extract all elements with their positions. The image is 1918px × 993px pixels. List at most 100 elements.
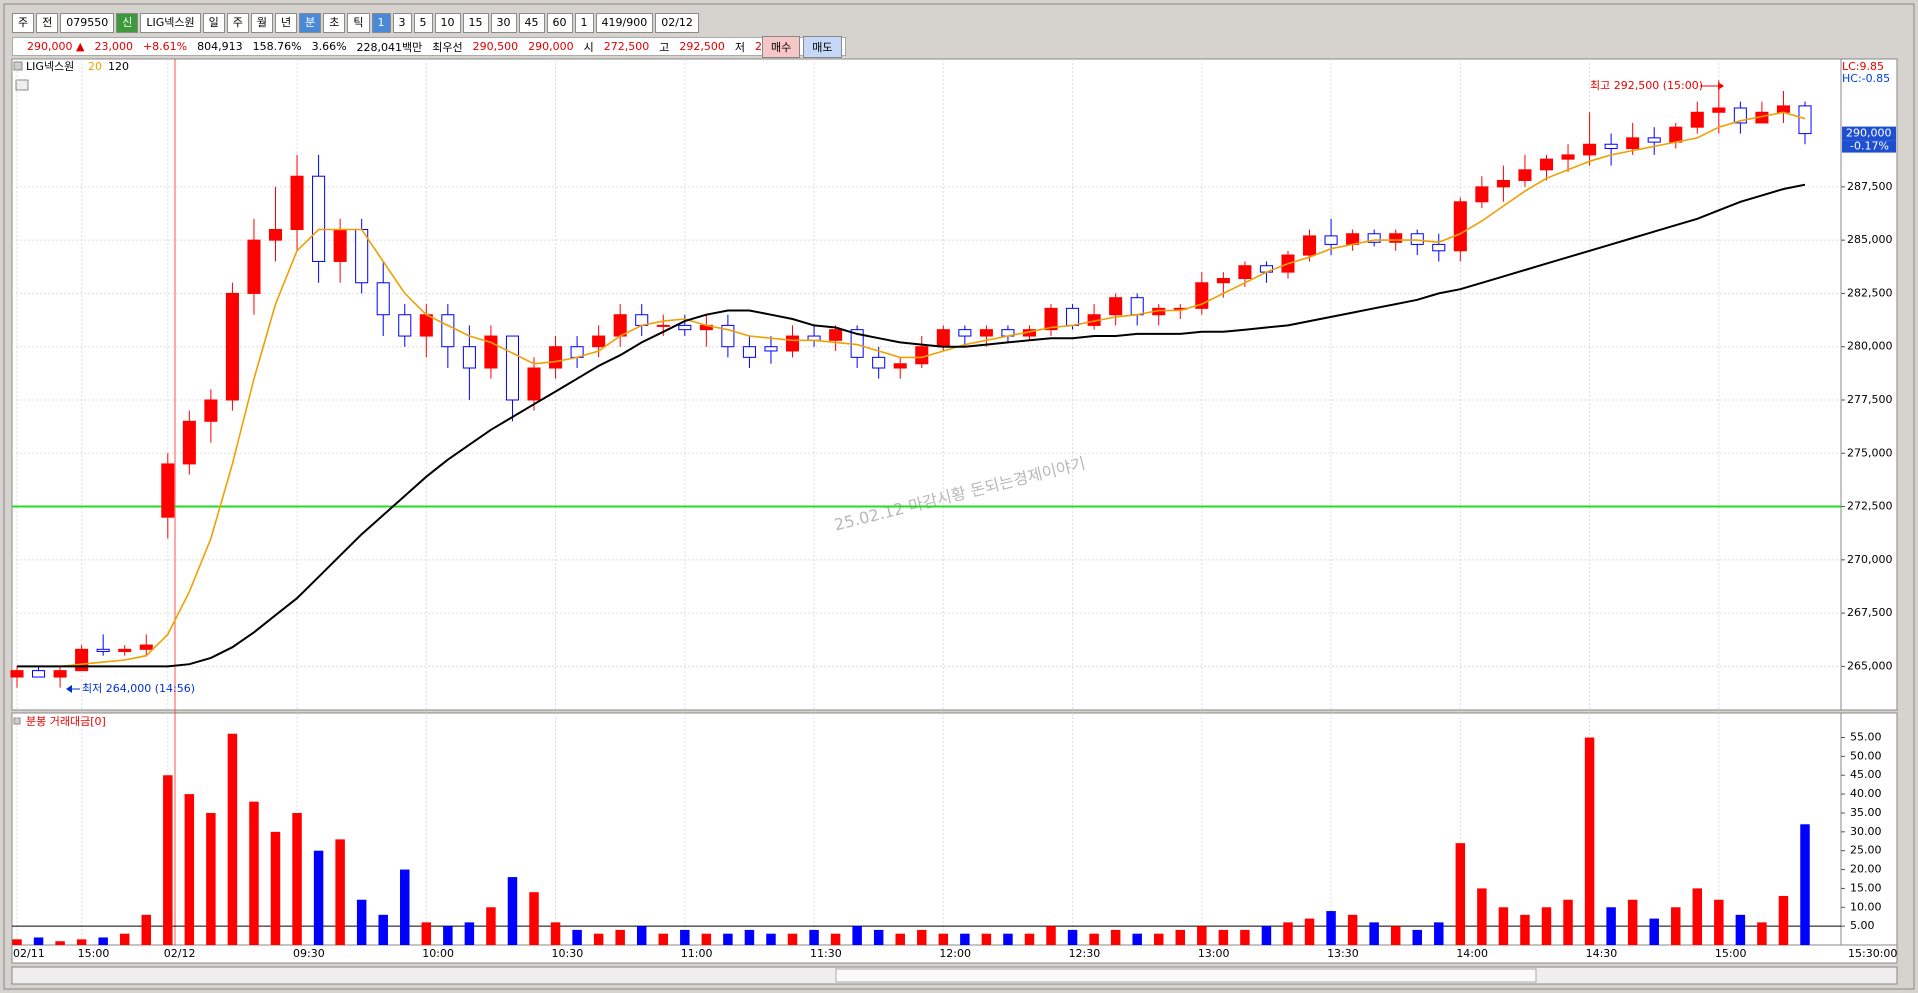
- quote-field: 228,041백만: [356, 40, 423, 54]
- x-tick-label: 11:30: [810, 947, 842, 960]
- candle-body: [958, 329, 972, 337]
- candle-body: [247, 239, 261, 294]
- y-tick-label: 267,500: [1847, 606, 1893, 619]
- quote-field: 290,000 ▲: [27, 40, 85, 53]
- volume-bar: [76, 939, 87, 945]
- axis-note: LC:9.85: [1842, 60, 1884, 73]
- toolbar-item[interactable]: 5: [413, 13, 433, 33]
- toolbar-item[interactable]: 419/900: [595, 13, 654, 33]
- candle-body: [979, 329, 993, 337]
- y-tick-label: 265,000: [1847, 659, 1893, 672]
- y-tick-label: 20.00: [1850, 863, 1882, 876]
- candle-body: [1583, 143, 1597, 156]
- volume-bar: [55, 941, 65, 945]
- candle-body: [355, 228, 369, 284]
- toolbar-item[interactable]: 월: [250, 13, 274, 33]
- volume-bar: [464, 922, 475, 945]
- candle-body: [592, 335, 606, 348]
- candle-body: [1475, 186, 1489, 203]
- toolbar-item[interactable]: 02/12: [655, 13, 699, 33]
- quote-field: 저: [734, 40, 746, 54]
- volume-bar: [1067, 929, 1078, 945]
- candle-body: [1669, 126, 1683, 143]
- candle-body: [1389, 233, 1403, 243]
- candle-body: [333, 228, 347, 262]
- candle-body: [742, 346, 756, 358]
- x-tick-label: 02/11: [13, 947, 45, 960]
- toolbar-item[interactable]: 45: [518, 13, 545, 33]
- volume-bar: [787, 933, 798, 945]
- toolbar-item[interactable]: 15: [462, 13, 489, 33]
- volume-bar: [1304, 918, 1315, 945]
- candle-body: [441, 314, 455, 348]
- volume-bar: [830, 933, 841, 945]
- volume-bar: [1003, 933, 1013, 945]
- volume-bar: [507, 877, 518, 945]
- toolbar-item[interactable]: 3: [392, 13, 412, 33]
- order-button[interactable]: 매도: [803, 36, 842, 58]
- toolbar-item[interactable]: 60: [546, 13, 573, 33]
- volume-bar: [744, 929, 755, 945]
- volume-bar: [292, 812, 302, 945]
- axis-note: HC:-0.85: [1842, 72, 1890, 85]
- volume-bar: [1477, 888, 1487, 945]
- toolbar-item[interactable]: 신: [116, 13, 139, 33]
- volume-bar: [529, 892, 539, 945]
- toolbar-item[interactable]: LIG넥스원: [140, 13, 201, 33]
- toolbar-item[interactable]: 주: [226, 13, 249, 33]
- volume-bar: [1520, 914, 1530, 945]
- toolbar-item[interactable]: 주: [12, 13, 35, 33]
- volume-bar: [1541, 907, 1552, 945]
- candle-body: [1518, 169, 1532, 181]
- volume-bar: [227, 733, 238, 945]
- volume-bar: [356, 899, 367, 945]
- candle-body: [613, 314, 627, 337]
- y-tick-label: 270,000: [1847, 553, 1893, 566]
- legend-title: LIG넥스원: [26, 60, 74, 73]
- toolbar-item[interactable]: 30: [490, 13, 517, 33]
- toolbar-item[interactable]: 079550: [60, 13, 115, 33]
- last-price-box: [1842, 126, 1896, 141]
- toolbar-item[interactable]: 년: [275, 13, 298, 33]
- volume-bar: [270, 831, 281, 945]
- volume-bar: [98, 937, 108, 945]
- candle-body: [936, 329, 950, 348]
- y-tick-label: 285,000: [1847, 233, 1893, 246]
- toolbar-item[interactable]: 초: [323, 13, 346, 33]
- candle-body: [10, 670, 24, 678]
- order-button[interactable]: 매수: [762, 36, 801, 58]
- last-change-label: -0.17%: [1850, 140, 1889, 153]
- volume-bar: [335, 839, 345, 945]
- scroll-thumb[interactable]: [835, 968, 1537, 983]
- volume-bar: [1175, 929, 1186, 945]
- toolbar-item[interactable]: 1: [574, 13, 594, 33]
- toolbar-item[interactable]: 분: [299, 13, 322, 33]
- quote-field: 시: [583, 40, 594, 54]
- toolbar-item[interactable]: 1: [371, 13, 391, 33]
- candle-body: [312, 175, 326, 262]
- volume-bar: [636, 926, 647, 945]
- annotation-arrow: [1718, 82, 1724, 90]
- candle-body: [225, 292, 239, 401]
- volume-bar: [1390, 926, 1401, 945]
- volume-bar: [1606, 907, 1616, 945]
- toolbar-item[interactable]: 일: [202, 13, 225, 33]
- volume-bar: [1649, 918, 1659, 945]
- y-tick-label: 282,500: [1847, 286, 1893, 299]
- volume-bar: [895, 933, 905, 945]
- legend-entry: 20: [88, 60, 102, 73]
- ma-line: [17, 183, 1806, 668]
- y-tick-label: 50.00: [1850, 749, 1882, 762]
- quote-field: 290,000: [528, 40, 574, 53]
- toolbar-item[interactable]: 10: [434, 13, 461, 33]
- quote-field: 272,500: [603, 40, 650, 53]
- volume-bar: [938, 933, 949, 945]
- candle-body: [1647, 137, 1661, 143]
- toolbar-item[interactable]: 틱: [347, 13, 370, 33]
- toolbar-item[interactable]: 전: [36, 13, 59, 33]
- high-annotation: 최고 292,500 (15:00): [1590, 79, 1703, 92]
- x-tick-label: 14:00: [1456, 947, 1488, 960]
- price-panel: [11, 58, 1842, 711]
- volume-bar: [723, 933, 733, 945]
- quote-field: 290,500: [472, 40, 519, 53]
